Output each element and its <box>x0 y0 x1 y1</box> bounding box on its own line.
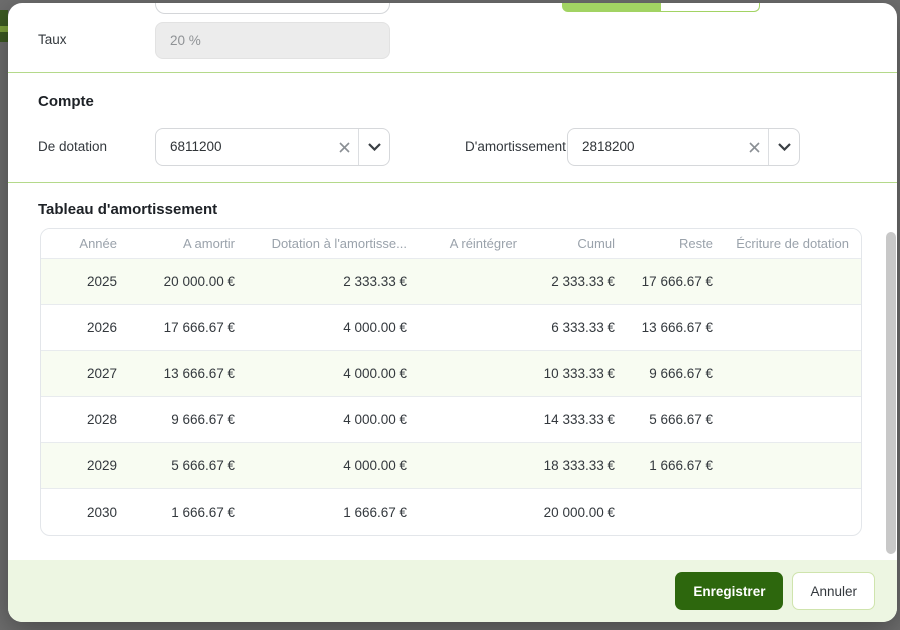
cutoff-input-field[interactable] <box>155 3 390 14</box>
table-cell: 2028 <box>41 397 129 443</box>
amortization-table-heading: Tableau d'amortissement <box>38 201 218 218</box>
table-cell <box>419 351 529 397</box>
table-row: 2029 5 666.67 €4 000.00 € 18 333.33 €1 666… <box>41 443 861 489</box>
table-cell <box>419 397 529 443</box>
table-row: 2026 17 666.67 €4 000.00 € 6 333.33 €13 66… <box>41 305 861 351</box>
table-cell <box>725 351 861 397</box>
table-cell <box>419 443 529 489</box>
amortization-dialog: Taux 20 % Compte De dotation 6811200 D'a… <box>8 3 897 622</box>
table-cell: 9 666.67 € <box>627 351 725 397</box>
section-divider <box>8 182 897 183</box>
background-app-glimpse-accent <box>0 26 8 32</box>
table-cell: 17 666.67 € <box>627 259 725 305</box>
dialog-footer: Enregistrer Annuler <box>8 560 897 622</box>
table-cell: 13 666.67 € <box>627 305 725 351</box>
table-row: 2030 1 666.67 € 1 666.67 € 20 000.00 € <box>41 489 861 535</box>
table-cell: 4 000.00 € <box>247 397 419 443</box>
clear-icon[interactable] <box>330 129 358 165</box>
table-cell <box>725 489 861 535</box>
table-header-cell: Année <box>41 229 129 259</box>
table-cell: 9 666.67 € <box>129 397 247 443</box>
table-cell: 10 333.33 € <box>529 351 627 397</box>
table-cell <box>419 489 529 535</box>
toggle-segment-on[interactable] <box>562 3 660 12</box>
table-cell: 2030 <box>86 504 117 520</box>
table-cell: 2 333.33 € <box>529 259 627 305</box>
table-cell: 13 666.67 € <box>129 351 247 397</box>
de-dotation-value[interactable]: 6811200 <box>170 139 222 154</box>
table-cell: 5 666.67 € <box>129 443 247 489</box>
table-cell: 20 000.00 € <box>543 504 615 520</box>
table-cell: 2025 <box>41 259 129 305</box>
table-row: 2028 9 666.67 €4 000.00 € 14 333.33 €5 666… <box>41 397 861 443</box>
d-amortissement-label: D'amortissement <box>465 139 566 154</box>
combo-divider <box>768 129 769 165</box>
table-cell: 4 000.00 € <box>247 443 419 489</box>
table-header-cell: A amortir <box>129 229 247 259</box>
combo-divider <box>358 129 359 165</box>
taux-label: Taux <box>38 32 67 47</box>
table-cell: 1 666.67 € <box>171 504 235 520</box>
table-header-cell: Dotation à l'amortisse... <box>247 229 419 259</box>
table-cell <box>419 305 529 351</box>
table-cell: 4 000.00 € <box>247 305 419 351</box>
d-amortissement-value[interactable]: 2818200 <box>582 139 635 154</box>
d-amortissement-combobox[interactable]: 2818200 <box>567 128 800 166</box>
amortization-table: Année A amortir Dotation à l'amortisse... A… <box>40 228 862 536</box>
vertical-scrollbar[interactable] <box>886 232 896 554</box>
table-header-row: Année A amortir Dotation à l'amortisse... A… <box>41 229 861 259</box>
cancel-button[interactable]: Annuler <box>792 572 875 610</box>
table-row: 2025 20 000.00 €2 333.33 €2 333.33 €17 66… <box>41 259 861 305</box>
table-cell: 17 666.67 € <box>129 305 247 351</box>
table-header-cell: A réintégrer <box>419 229 529 259</box>
table-cell: 14 333.33 € <box>529 397 627 443</box>
table-header-cell: Écriture de dotation <box>725 229 861 259</box>
table-cell: 2029 <box>41 443 129 489</box>
table-cell <box>725 259 861 305</box>
toggle-segment-off[interactable] <box>660 3 760 12</box>
table-cell <box>725 305 861 351</box>
de-dotation-combobox[interactable]: 6811200 <box>155 128 390 166</box>
table-cell: 20 000.00 € <box>129 259 247 305</box>
table-cell <box>419 259 529 305</box>
chevron-down-icon[interactable] <box>359 129 389 165</box>
compte-heading: Compte <box>38 93 94 110</box>
table-cell <box>627 489 725 535</box>
table-cell: 6 333.33 € <box>529 305 627 351</box>
table-header-cell: Cumul <box>529 229 627 259</box>
section-divider <box>8 72 897 73</box>
save-button[interactable]: Enregistrer <box>675 572 784 610</box>
de-dotation-label: De dotation <box>38 139 108 154</box>
table-cell: 2 333.33 € <box>247 259 419 305</box>
table-cell: 1 666.67 € <box>343 504 407 520</box>
table-cell <box>725 397 861 443</box>
table-header-cell: Reste <box>627 229 725 259</box>
table-row: 2027 13 666.67 €4 000.00 € 10 333.33 €9 66… <box>41 351 861 397</box>
table-cell: 4 000.00 € <box>247 351 419 397</box>
table-cell <box>725 443 861 489</box>
clear-icon[interactable] <box>740 129 768 165</box>
table-cell: 2026 <box>41 305 129 351</box>
table-cell: 18 333.33 € <box>529 443 627 489</box>
table-cell: 1 666.67 € <box>627 443 725 489</box>
table-cell: 5 666.67 € <box>627 397 725 443</box>
taux-input: 20 % <box>155 22 390 59</box>
chevron-down-icon[interactable] <box>769 129 799 165</box>
table-cell: 2027 <box>41 351 129 397</box>
